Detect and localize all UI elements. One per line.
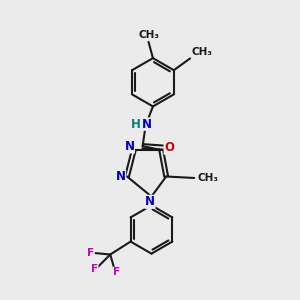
- Text: F: F: [91, 264, 98, 274]
- Text: N: N: [124, 140, 134, 153]
- Text: F: F: [113, 267, 121, 277]
- Text: CH₃: CH₃: [198, 173, 219, 183]
- Text: O: O: [164, 141, 174, 154]
- Text: N: N: [145, 195, 155, 208]
- Text: H: H: [131, 118, 141, 130]
- Text: N: N: [116, 170, 126, 183]
- Text: CH₃: CH₃: [138, 31, 159, 40]
- Text: N: N: [142, 118, 152, 130]
- Text: CH₃: CH₃: [191, 47, 212, 57]
- Text: F: F: [87, 248, 94, 258]
